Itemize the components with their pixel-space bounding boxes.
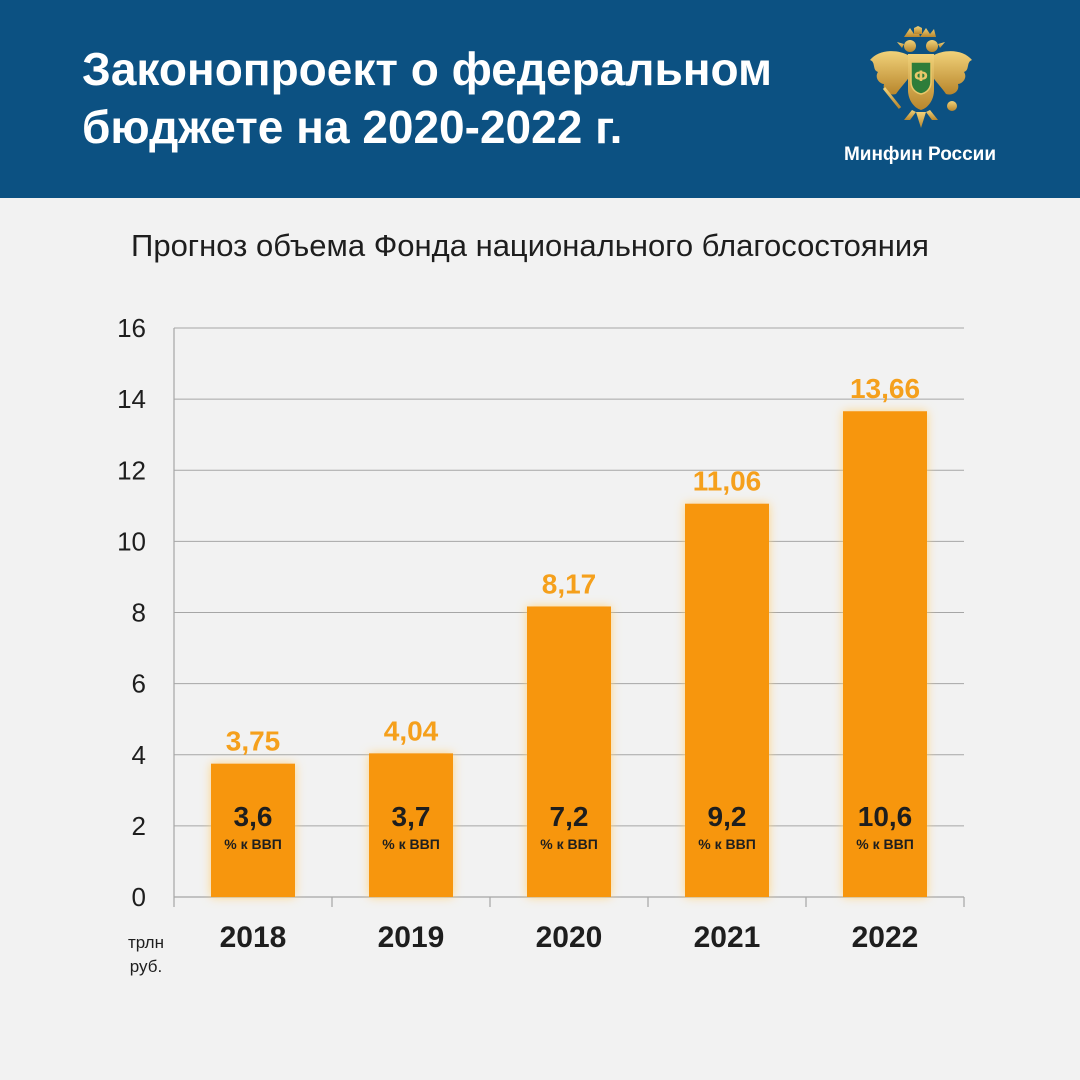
bar-value-label: 11,06 bbox=[693, 466, 762, 497]
bar-value-label: 13,66 bbox=[850, 373, 920, 404]
page-title: Законопроект о федеральном бюджете на 20… bbox=[82, 40, 842, 156]
bar-value-label: 3,75 bbox=[226, 726, 281, 757]
y-tick-label: 0 bbox=[132, 882, 146, 912]
bar-value-label: 4,04 bbox=[384, 715, 439, 746]
y-tick-label: 14 bbox=[117, 384, 146, 414]
page-title-line-2: бюджете на 2020-2022 г. bbox=[82, 101, 623, 153]
page-title-line-1: Законопроект о федеральном bbox=[82, 43, 773, 95]
y-tick-label: 6 bbox=[132, 669, 146, 699]
gdp-unit-label: % к ВВП bbox=[856, 836, 914, 852]
header-banner: Законопроект о федеральном бюджете на 20… bbox=[0, 0, 1080, 198]
gdp-unit-label: % к ВВП bbox=[382, 836, 440, 852]
bar bbox=[211, 763, 295, 897]
bar-value-label: 8,17 bbox=[542, 568, 597, 599]
x-category-label: 2022 bbox=[852, 921, 919, 954]
x-category-label: 2018 bbox=[220, 921, 287, 954]
gdp-unit-label: % к ВВП bbox=[224, 836, 282, 852]
gdp-share-label: 3,7 bbox=[392, 801, 431, 832]
bar bbox=[527, 606, 611, 897]
y-tick-label: 16 bbox=[117, 313, 146, 343]
svg-text:Ф: Ф bbox=[914, 69, 928, 85]
bar bbox=[369, 753, 453, 897]
gdp-share-label: 9,2 bbox=[708, 801, 747, 832]
gdp-share-label: 10,6 bbox=[858, 801, 913, 832]
x-category-label: 2019 bbox=[378, 921, 445, 954]
bar bbox=[685, 503, 769, 897]
chart-title: Прогноз объема Фонда национального благо… bbox=[131, 228, 929, 263]
y-tick-label: 8 bbox=[132, 598, 146, 628]
y-tick-label: 12 bbox=[117, 455, 146, 485]
x-category-label: 2021 bbox=[694, 921, 761, 954]
gdp-unit-label: % к ВВП bbox=[698, 836, 756, 852]
double-headed-eagle-emblem-icon: Ф bbox=[870, 26, 972, 128]
y-tick-label: 2 bbox=[132, 811, 146, 841]
gdp-unit-label: % к ВВП bbox=[540, 836, 598, 852]
logo-caption: Минфин России bbox=[843, 144, 997, 165]
x-category-label: 2020 bbox=[536, 921, 603, 954]
bar bbox=[843, 411, 927, 897]
y-tick-label: 4 bbox=[132, 740, 146, 770]
gdp-share-label: 3,6 bbox=[234, 801, 273, 832]
y-unit-label: трлн bbox=[128, 933, 164, 952]
y-unit-label: руб. bbox=[130, 957, 162, 976]
gdp-share-label: 7,2 bbox=[550, 801, 589, 832]
y-tick-label: 10 bbox=[117, 526, 146, 556]
